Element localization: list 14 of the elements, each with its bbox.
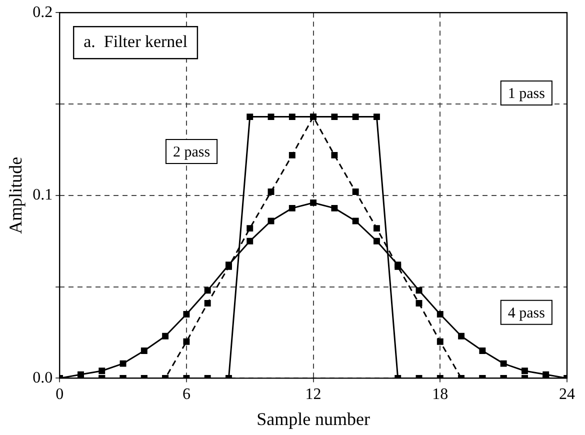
x-axis-title: Sample number [256, 408, 370, 429]
y-tick-label: 0.0 [32, 369, 53, 386]
y-axis-title: Amplitude [6, 156, 26, 234]
text: a. Filter kernel [84, 32, 188, 52]
x-tick-label: 6 [182, 386, 190, 404]
y-tick-label: 0.1 [32, 186, 53, 204]
x-tick-label: 12 [305, 386, 322, 404]
x-tick-label: 18 [432, 386, 448, 404]
x-tick-label: 24 [559, 386, 575, 404]
annotation: 2 pass [172, 144, 210, 160]
y-tick-label: 0.2 [32, 4, 53, 21]
annotation: 1 pass [508, 86, 546, 102]
annotation: 4 pass [508, 305, 546, 322]
x-tick-label: 0 [56, 386, 64, 404]
